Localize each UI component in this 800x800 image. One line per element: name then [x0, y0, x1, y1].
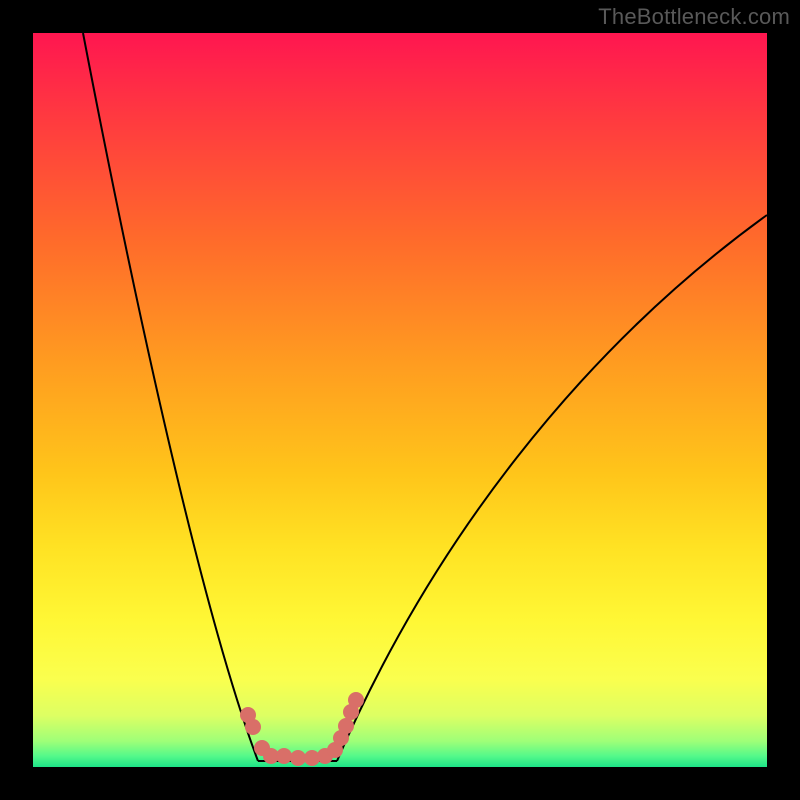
marker-dot	[338, 718, 354, 734]
bottleneck-curve-left	[83, 33, 258, 761]
bottleneck-curve-right	[337, 215, 767, 761]
chart-svg-layer	[0, 0, 800, 800]
watermark-text: TheBottleneck.com	[598, 4, 790, 30]
marker-dot	[276, 748, 292, 764]
marker-dot	[245, 719, 261, 735]
marker-dot	[348, 692, 364, 708]
marker-dot	[290, 750, 306, 766]
